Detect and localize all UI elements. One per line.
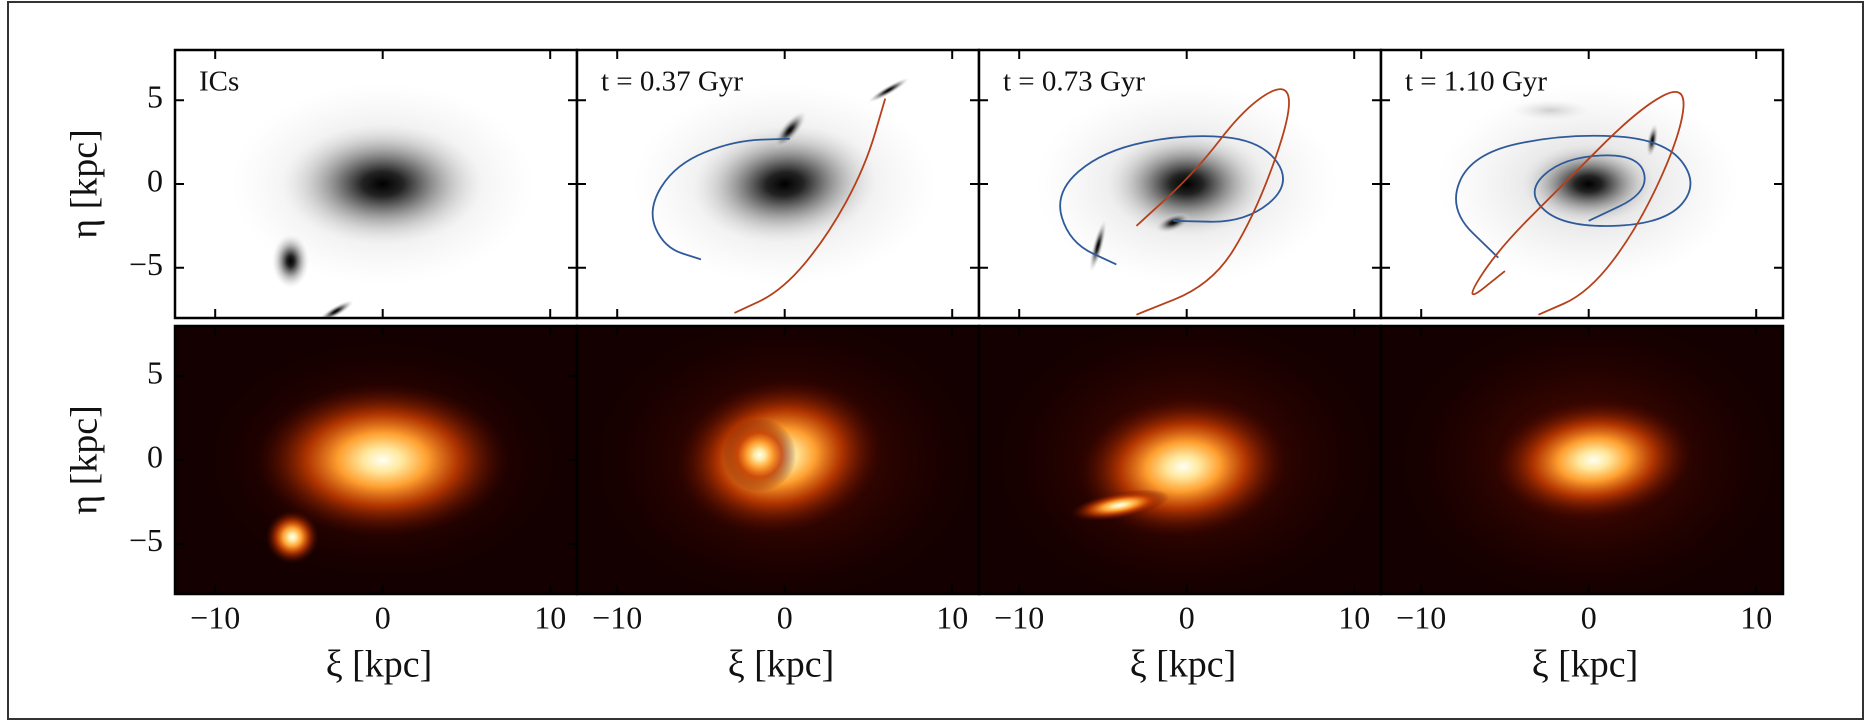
orbit xyxy=(1059,135,1284,266)
orbit xyxy=(1455,134,1692,259)
galaxy-glow xyxy=(265,510,320,564)
x-axis-label: ξ [kpc] xyxy=(1532,644,1639,686)
panel: t = 1.10 Gyr xyxy=(1379,48,1785,320)
panel-image xyxy=(979,326,1381,594)
galaxy-glow xyxy=(1155,212,1191,233)
x-tick-label: 0 xyxy=(777,599,793,635)
galaxy-glow xyxy=(1493,399,1694,521)
panel: −10 0 10 −5 0 5 η [kpc] ξ [kpc] xyxy=(64,324,579,686)
x-tick-label: 0 xyxy=(1581,599,1597,635)
x-tick-label: −10 xyxy=(592,599,642,635)
y-tick-label: 5 xyxy=(147,79,163,115)
panel: −10 0 10 ξ [kpc] xyxy=(977,324,1383,686)
x-tick-label: 10 xyxy=(1338,599,1370,635)
orbit xyxy=(651,137,790,261)
x-axis-label: ξ [kpc] xyxy=(1130,644,1237,686)
galaxy-glow xyxy=(692,125,877,243)
galaxy-glow xyxy=(1511,100,1589,121)
panel: t = 0.37 Gyr xyxy=(575,48,981,320)
panel-annotation: t = 0.37 Gyr xyxy=(601,66,743,98)
panel: −10 0 10 ξ [kpc] xyxy=(1379,324,1785,686)
x-axis-label: ξ [kpc] xyxy=(728,644,835,686)
x-tick-label: 10 xyxy=(1740,599,1772,635)
panel-image xyxy=(577,50,979,318)
galaxy-glow xyxy=(1106,132,1268,236)
orbit xyxy=(1135,88,1290,316)
x-tick-label: 0 xyxy=(1179,599,1195,635)
panel-annotation: t = 1.10 Gyr xyxy=(1405,66,1547,98)
y-axis-label: η [kpc] xyxy=(64,405,106,515)
y-tick-label: 0 xyxy=(147,162,163,198)
x-axis-label: ξ [kpc] xyxy=(326,644,433,686)
y-tick-label: −5 xyxy=(129,246,163,282)
galaxy-glow xyxy=(255,382,510,538)
panel-image xyxy=(979,50,1381,318)
orbit xyxy=(1471,91,1685,316)
galaxy-glow xyxy=(272,234,310,288)
panel-image xyxy=(1381,50,1783,318)
panel: −5 0 5 ICs η [kpc] xyxy=(64,48,579,320)
panel-annotation: ICs xyxy=(199,66,239,98)
panel-annotation: t = 0.73 Gyr xyxy=(1003,66,1145,98)
galaxy-glow xyxy=(282,123,484,245)
x-tick-label: 10 xyxy=(936,599,968,635)
panel-image xyxy=(1381,326,1783,594)
panel-image xyxy=(175,50,577,318)
galaxy-glow xyxy=(1646,123,1659,157)
galaxy-glow xyxy=(1089,220,1107,272)
y-axis-label: η [kpc] xyxy=(64,129,106,239)
y-tick-label: 0 xyxy=(147,438,163,474)
panel-image xyxy=(175,326,577,594)
galaxy-glow xyxy=(722,418,797,492)
panel-frame xyxy=(1379,324,1785,596)
x-tick-label: 10 xyxy=(534,599,566,635)
galaxy-glow xyxy=(1070,489,1170,522)
x-tick-label: 0 xyxy=(375,599,391,635)
y-tick-label: −5 xyxy=(129,522,163,558)
x-tick-label: −10 xyxy=(994,599,1044,635)
panel-image xyxy=(577,326,979,594)
orbit xyxy=(734,98,887,314)
panel: t = 0.73 Gyr xyxy=(977,48,1383,320)
galaxy-glow xyxy=(868,77,909,103)
panel: −10 0 10 ξ [kpc] xyxy=(575,324,981,686)
x-tick-label: −10 xyxy=(1396,599,1446,635)
x-tick-label: −10 xyxy=(190,599,240,635)
y-tick-label: 5 xyxy=(147,355,163,391)
